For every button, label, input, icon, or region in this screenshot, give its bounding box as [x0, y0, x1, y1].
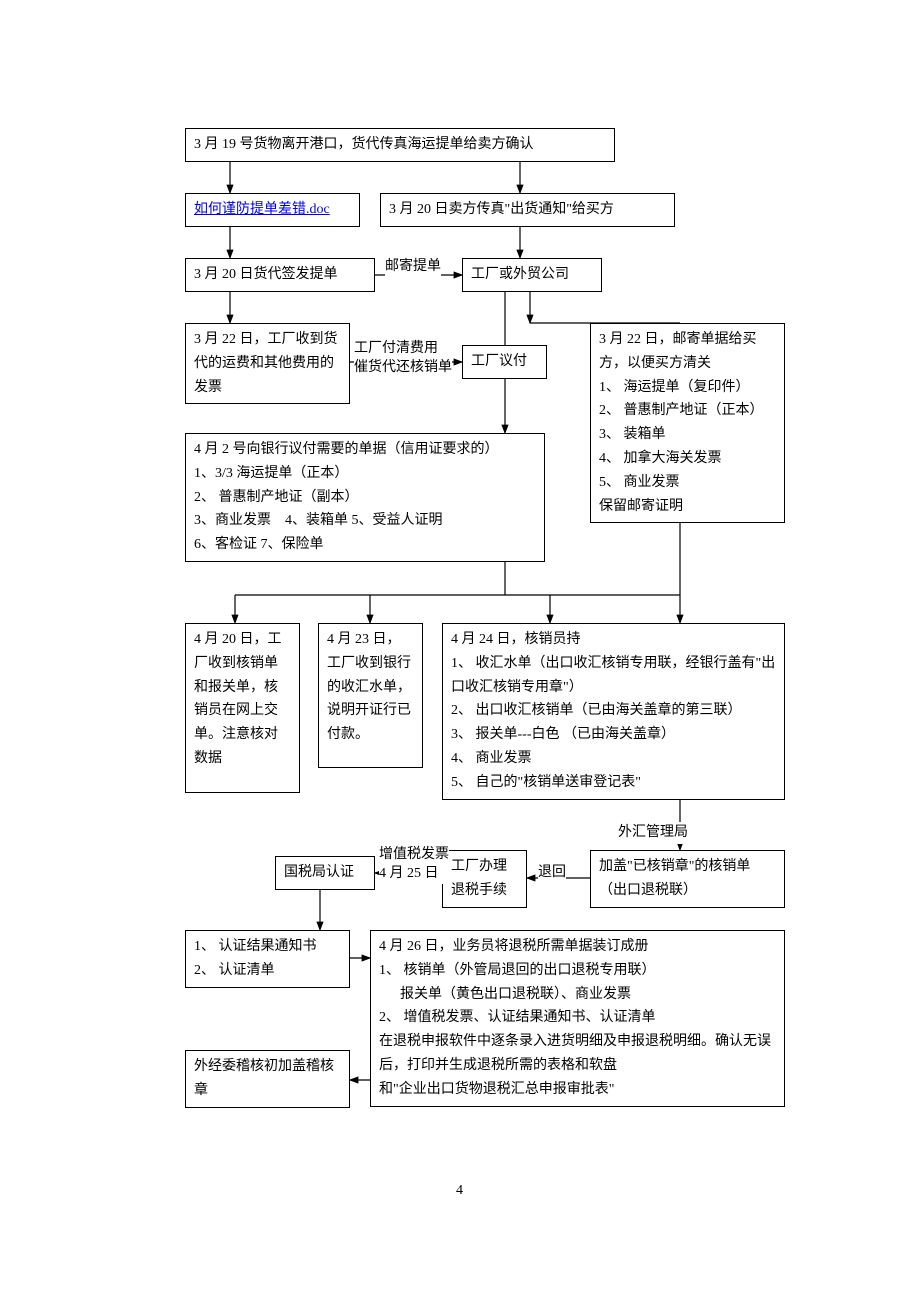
- node-factory-or-trader: 工厂或外贸公司: [462, 258, 602, 292]
- node-text: 4 月 20 日，工厂收到核销单和报关单，核销员在网上交单。注意核对数据: [194, 632, 282, 766]
- edge-label-mail-bl: 邮寄提单: [385, 256, 441, 278]
- label-text: 外汇管理局: [618, 825, 688, 840]
- doc-link[interactable]: 如何谨防提单差错.doc: [194, 202, 330, 217]
- node-text: 加盖"已核销章"的核销单（出口退税联）: [599, 859, 750, 898]
- node-text: 3 月 22 日，邮寄单据给买方，以便买方清关1、 海运提单（复印件）2、 普惠…: [599, 332, 764, 514]
- node-negotiate-payment: 工厂议付: [462, 345, 547, 379]
- node-text: 工厂办理退税手续: [451, 859, 507, 898]
- node-freight-invoice: 3 月 22 日，工厂收到货代的运费和其他费用的发票: [185, 323, 350, 404]
- node-receive-remittance: 4 月 23 日，工厂收到银行的收汇水单，说明开证行已付款。: [318, 623, 423, 768]
- node-text: 3 月 22 日，工厂收到货代的运费和其他费用的发票: [194, 332, 338, 395]
- node-doc-link[interactable]: 如何谨防提单差错.doc: [185, 193, 360, 227]
- node-tax-refund-proc: 工厂办理退税手续: [442, 850, 527, 908]
- node-mail-buyer-docs: 3 月 22 日，邮寄单据给买方，以便买方清关1、 海运提单（复印件）2、 普惠…: [590, 323, 785, 523]
- node-receive-writeoff: 4 月 20 日，工厂收到核销单和报关单，核销员在网上交单。注意核对数据: [185, 623, 300, 793]
- page-number-text: 4: [456, 1183, 463, 1198]
- node-text: 3 月 20 日货代签发提单: [194, 267, 338, 282]
- edge-label-pay-urge: 工厂付清费用催货代还核销单: [354, 340, 452, 378]
- node-text: 4 月 23 日，工厂收到银行的收汇水单，说明开证行已付款。: [327, 632, 411, 742]
- node-text: 工厂或外贸公司: [471, 267, 569, 282]
- edge-label-return: 退回: [538, 862, 566, 884]
- node-depart-port: 3 月 19 号货物离开港口，货代传真海运提单给卖方确认: [185, 128, 615, 162]
- node-cert-results: 1、 认证结果通知书2、 认证清单: [185, 930, 350, 988]
- label-text: 邮寄提单: [385, 259, 441, 274]
- node-text: 4 月 2 号向银行议付需要的单据（信用证要求的）1、3/3 海运提单（正本）2…: [194, 442, 499, 552]
- node-text: 外经委稽核初加盖稽核章: [194, 1059, 334, 1098]
- edge-label-vat-date: 增值税发票4 月 25 日: [379, 846, 449, 884]
- node-bind-refund-docs: 4 月 26 日，业务员将退税所需单据装订成册1、 核销单（外管局退回的出口退税…: [370, 930, 785, 1107]
- edge-label-safe: 外汇管理局: [618, 822, 688, 844]
- node-text: 3 月 19 号货物离开港口，货代传真海运提单给卖方确认: [194, 137, 534, 152]
- node-text: 工厂议付: [471, 354, 527, 369]
- node-issue-bl: 3 月 20 日货代签发提单: [185, 258, 375, 292]
- node-text: 国税局认证: [284, 865, 354, 880]
- node-ship-notice: 3 月 20 日卖方传真"出货通知"给买方: [380, 193, 675, 227]
- node-writeoff-staff-docs: 4 月 24 日，核销员持1、 收汇水单（出口收汇核销专用联，经银行盖有"出口收…: [442, 623, 785, 800]
- node-text: 1、 认证结果通知书2、 认证清单: [194, 939, 317, 978]
- label-text: 增值税发票4 月 25 日: [379, 847, 449, 881]
- node-stamped-writeoff: 加盖"已核销章"的核销单（出口退税联）: [590, 850, 785, 908]
- label-text: 工厂付清费用催货代还核销单: [354, 341, 452, 375]
- page-number: 4: [456, 1180, 463, 1202]
- node-tax-bureau-cert: 国税局认证: [275, 856, 375, 890]
- node-text: 3 月 20 日卖方传真"出货通知"给买方: [389, 202, 614, 217]
- node-text: 4 月 26 日，业务员将退税所需单据装订成册1、 核销单（外管局退回的出口退税…: [379, 939, 771, 1097]
- flowchart-page: 3 月 19 号货物离开港口，货代传真海运提单给卖方确认 如何谨防提单差错.do…: [0, 0, 920, 1302]
- node-moftec-audit: 外经委稽核初加盖稽核章: [185, 1050, 350, 1108]
- node-bank-docs: 4 月 2 号向银行议付需要的单据（信用证要求的）1、3/3 海运提单（正本）2…: [185, 433, 545, 562]
- label-text: 退回: [538, 865, 566, 880]
- node-text: 4 月 24 日，核销员持1、 收汇水单（出口收汇核销专用联，经银行盖有"出口收…: [451, 632, 775, 790]
